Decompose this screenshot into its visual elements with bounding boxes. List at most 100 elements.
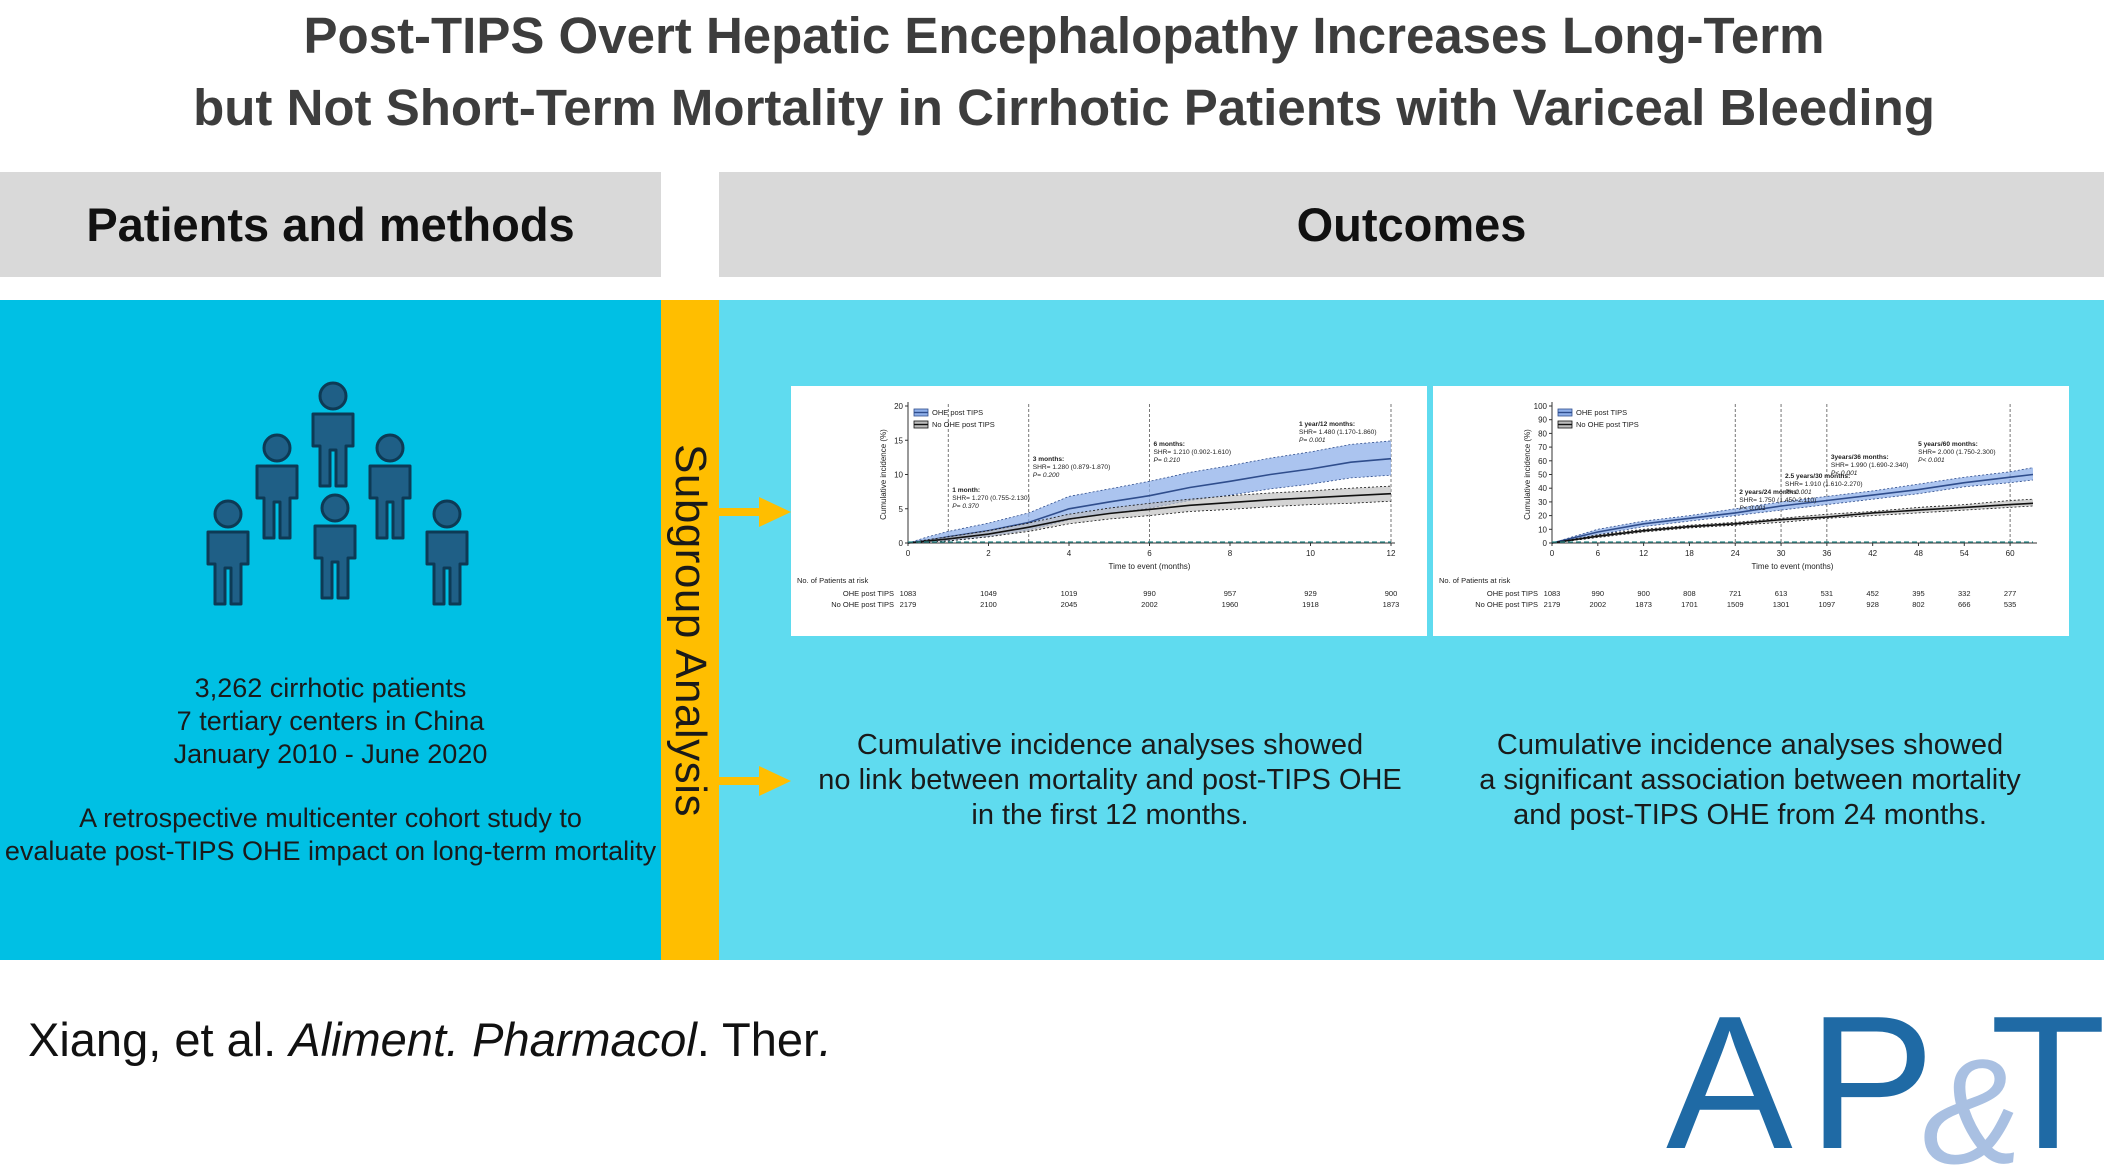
chart1-x-tick-label: 0 — [906, 549, 911, 558]
chart1-ci-band-0 — [908, 440, 1391, 543]
logo-ampersand: & — [1922, 1027, 2022, 1169]
chart1-x-axis-title: Time to event (months) — [1109, 562, 1191, 571]
chart2-y-axis-title: Cumulative incidence (%) — [1523, 429, 1532, 520]
chart2-y-tick-label: 50 — [1538, 471, 1547, 480]
chart2-y-tick-label: 0 — [1543, 539, 1548, 548]
chart2-risk-cell: 721 — [1729, 589, 1742, 598]
chart2-risk-cell: 1097 — [1819, 600, 1836, 609]
chart1-risk-cell: 1960 — [1222, 600, 1239, 609]
chart1-risk-cell: 929 — [1304, 589, 1317, 598]
chart-60-months-svg: 0 10 20 30 40 50 60 70 80 90 100 0 6 12 18 24 30 36 42 48 54… — [1439, 402, 2037, 609]
person-icon — [311, 381, 355, 488]
citation-suffix: . Ther — [696, 1013, 819, 1066]
chart2-annotation-text: 5 years/60 months: — [1918, 441, 1978, 448]
long-term-line-1: Cumulative incidence analyses showed — [1496, 729, 2004, 761]
chart1-y-tick-label: 20 — [894, 402, 903, 411]
chart1-annotation-text: SHR= 1.210 (0.902-1.610) — [1154, 449, 1232, 456]
chart2-annotation-text: 3years/36 months: — [1831, 454, 1889, 461]
chart2-x-tick-label: 0 — [1550, 549, 1555, 558]
chart1-annotation-text: P= 0.370 — [952, 503, 979, 510]
chart2-risk-cell: 613 — [1775, 589, 1788, 598]
chart1-annotation-text: P= 0.210 — [1154, 457, 1181, 464]
chart2-annotation-text: P< 0.001 — [1918, 457, 1945, 464]
patients-count: 3,262 cirrhotic patients — [194, 673, 467, 703]
chart1-risk-cell: 2045 — [1061, 600, 1078, 609]
chart2-x-tick-label: 54 — [1960, 549, 1969, 558]
chart2-legend-label-0: OHE post TIPS — [1576, 408, 1627, 417]
chart2-risk-cell: 802 — [1912, 600, 1925, 609]
chart2-risk-cell: 808 — [1683, 589, 1696, 598]
chart1-ci-lower-1 — [907, 500, 1392, 544]
chart2-risk-cell: 1873 — [1635, 600, 1652, 609]
chart1-y-tick-label: 10 — [894, 471, 903, 480]
person-icon — [313, 493, 357, 600]
chart2-risk-cell: 1083 — [1544, 589, 1561, 598]
chart2-x-tick-label: 60 — [2006, 549, 2015, 558]
chart1-legend-label-1: No OHE post TIPS — [932, 420, 995, 429]
chart2-y-tick-label: 90 — [1538, 416, 1547, 425]
chart1-ci-upper-1 — [907, 485, 1392, 544]
chart2-risk-cell: 277 — [2004, 589, 2017, 598]
cohort-summary: 3,262 cirrhotic patients 7 tertiary cent… — [0, 672, 661, 771]
chart2-series-line-1 — [1551, 502, 2034, 544]
chart2-y-tick-label: 100 — [1534, 402, 1548, 411]
chart1-series-line-1 — [907, 492, 1392, 544]
patients-methods-header: Patients and methods — [0, 172, 661, 277]
short-term-finding: Cumulative incidence analyses showed no … — [800, 728, 1420, 833]
chart2-ci-upper-1 — [1551, 498, 2034, 544]
title-line-1: Post-TIPS Overt Hepatic Encephalopathy I… — [303, 7, 1825, 64]
chart2-risk-cell: 1701 — [1681, 600, 1698, 609]
chart2-annotation-text: SHR= 2.000 (1.750-2.300) — [1918, 449, 1996, 456]
chart1-series-line-0 — [907, 457, 1392, 544]
chart-12-months: 0 5 10 15 20 0 2 4 6 8 10 12 Time to event (months) C… — [791, 386, 1427, 636]
chart2-risk-cell: 928 — [1866, 600, 1879, 609]
outcomes-header: Outcomes — [719, 172, 2104, 277]
chart1-y-axis-title: Cumulative incidence (%) — [879, 429, 888, 520]
person-icon — [368, 433, 412, 540]
patients-group-icon — [206, 381, 469, 606]
chart2-risk-cell: 395 — [1912, 589, 1925, 598]
long-term-line-2: a significant association between mortal… — [1479, 764, 2021, 796]
chart1-annotation-text: 1 month: — [952, 487, 980, 494]
chart1-risk-cell: 2100 — [980, 600, 997, 609]
chart2-x-tick-label: 30 — [1777, 549, 1786, 558]
person-icon — [255, 433, 299, 540]
chart-60-months: 0 10 20 30 40 50 60 70 80 90 100 0 6 12 18 24 30 36 42 48 54… — [1433, 386, 2069, 636]
arrow-to-text-icon — [719, 766, 791, 796]
chart2-annotation-text: P< 0.001 — [1831, 470, 1858, 477]
chart2-risk-row-label: OHE post TIPS — [1487, 589, 1538, 598]
citation: Xiang, et al. Aliment. Pharmacol. Ther. — [28, 1012, 832, 1067]
chart1-risk-cell: 990 — [1143, 589, 1156, 598]
centers-text: 7 tertiary centers in China — [176, 706, 485, 736]
chart2-ci-lower-0 — [1551, 479, 2034, 544]
logo-letter-p: P — [1808, 988, 1935, 1169]
chart2-x-tick-label: 24 — [1731, 549, 1740, 558]
chart1-ci-upper-0 — [907, 440, 1392, 544]
chart2-legend-label-1: No OHE post TIPS — [1576, 420, 1639, 429]
chart1-x-tick-label: 8 — [1228, 549, 1233, 558]
chart2-y-tick-label: 70 — [1538, 443, 1547, 452]
chart1-annotation-text: P= 0.200 — [1033, 472, 1060, 479]
chart1-risk-row-label: No OHE post TIPS — [831, 600, 894, 609]
chart2-y-tick-label: 20 — [1538, 512, 1547, 521]
chart2-risk-cell: 452 — [1866, 589, 1879, 598]
chart2-ci-lower-1 — [1551, 505, 2034, 544]
citation-authors: Xiang, et al. — [28, 1013, 290, 1066]
chart1-annotation-text: 3 months: — [1033, 456, 1065, 463]
study-design: A retrospective multicenter cohort study… — [0, 802, 661, 868]
chart1-risk-cell: 1873 — [1383, 600, 1400, 609]
chart1-risk-cell: 1083 — [900, 589, 917, 598]
chart1-x-tick-label: 4 — [1067, 549, 1072, 558]
chart2-x-tick-label: 36 — [1822, 549, 1831, 558]
chart2-annotation-text: SHR= 1.910 (1.610-2.270) — [1785, 481, 1863, 488]
chart2-annotation-text: 2.5 years/30 months: — [1785, 473, 1850, 480]
study-design-line-1: A retrospective multicenter cohort study… — [79, 803, 582, 833]
chart1-risk-cell: 2179 — [900, 600, 917, 609]
chart1-y-tick-label: 15 — [894, 436, 903, 445]
subgroup-analysis-label: Subgroup Analysis — [666, 443, 715, 817]
chart2-x-tick-label: 18 — [1685, 549, 1694, 558]
chart2-y-tick-label: 30 — [1538, 498, 1547, 507]
chart2-risk-cell: 1509 — [1727, 600, 1744, 609]
short-term-line-3: in the first 12 months. — [971, 799, 1249, 831]
study-design-line-2: evaluate post-TIPS OHE impact on long-te… — [4, 836, 657, 866]
